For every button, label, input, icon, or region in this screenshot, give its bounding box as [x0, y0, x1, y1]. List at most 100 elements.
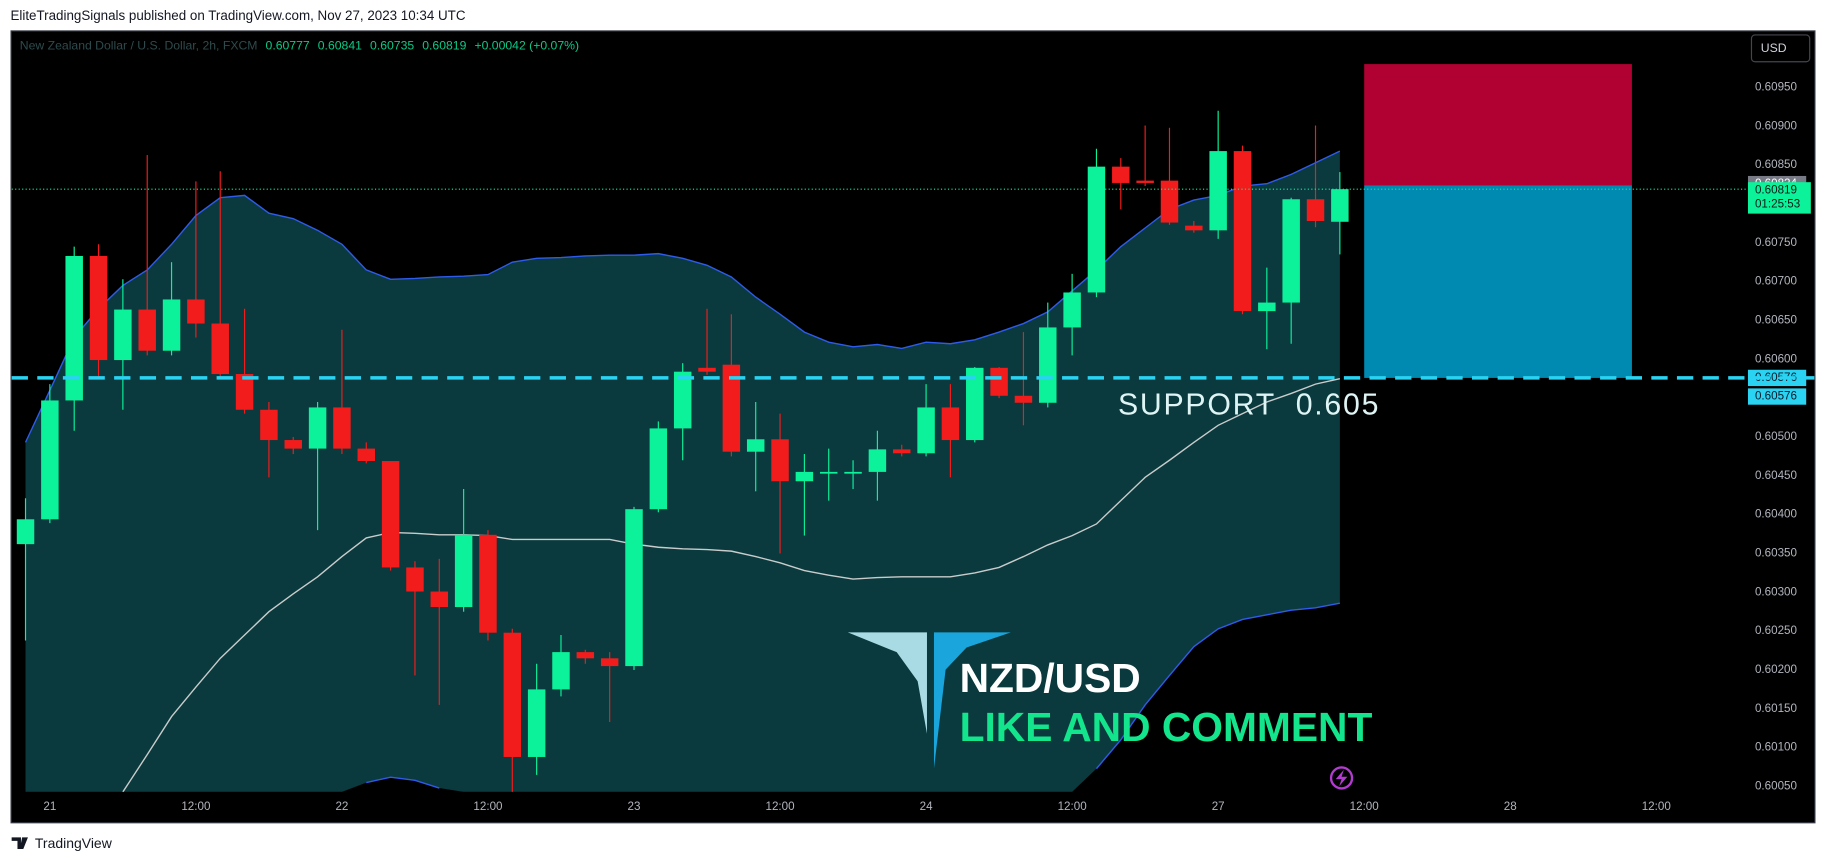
upper-band — [24, 150, 1341, 443]
y-tick-label: 0.60250 — [1755, 624, 1798, 637]
candle-body — [746, 439, 765, 452]
support-annotation: SUPPORT 0.605 — [1118, 388, 1380, 421]
last-price-tag — [1747, 182, 1811, 214]
candle-body — [1112, 166, 1130, 183]
candle-body — [114, 309, 132, 361]
replay-icon[interactable] — [1329, 766, 1354, 790]
candle-body — [649, 428, 668, 510]
lower-band — [366, 602, 1340, 789]
candle-body — [211, 323, 229, 375]
x-tick-label: 21 — [43, 800, 56, 813]
brand-logo — [847, 632, 1011, 769]
publisher-line: EliteTradingSignals published on Trading… — [10, 8, 465, 23]
candle-body — [138, 309, 156, 351]
y-tick-label: 0.60750 — [1755, 236, 1798, 249]
legend-open: 0.60777 — [266, 39, 310, 53]
candle-body — [795, 471, 814, 482]
pair-annotation: NZD/USD — [960, 655, 1141, 701]
candle-body — [1160, 180, 1179, 223]
candle-body — [503, 632, 522, 757]
candle-body — [479, 534, 497, 633]
x-tick-label: 12:00 — [1058, 800, 1088, 813]
y-tick-label: 0.60200 — [1755, 663, 1798, 676]
candle-body — [819, 471, 838, 474]
target-zone — [1364, 185, 1632, 378]
candle-body — [430, 591, 449, 608]
legend: New Zealand Dollar / U.S. Dollar, 2h, FX… — [20, 39, 579, 53]
y-tick-label: 0.60350 — [1755, 547, 1798, 560]
candle-body — [406, 567, 424, 592]
y-tick-label: 0.60850 — [1755, 158, 1798, 171]
candle-body — [673, 371, 692, 429]
legend-change: +0.00042 (+0.07%) — [474, 39, 579, 53]
x-tick-label: 22 — [335, 800, 348, 813]
candle-body — [1087, 166, 1106, 293]
support-tag-label: 0.60576 — [1755, 390, 1797, 403]
candle-body — [722, 364, 741, 452]
x-tick-label: 12:00 — [1642, 800, 1672, 813]
candle-body — [1209, 151, 1227, 231]
candle-body — [381, 461, 400, 568]
candle-body — [41, 400, 59, 520]
candle-body — [990, 367, 1008, 396]
candle-body — [600, 658, 619, 667]
candle-body — [552, 652, 570, 690]
x-tick-label: 12:00 — [181, 800, 211, 813]
icon-bolt — [1335, 769, 1348, 787]
legend-low: 0.60735 — [370, 39, 414, 53]
candle-body — [187, 299, 205, 324]
candle-body — [844, 471, 862, 474]
y-tick-label: 0.60900 — [1755, 119, 1798, 132]
y-tick-label: 0.60450 — [1755, 469, 1798, 482]
candle-body — [454, 534, 473, 608]
support-tag — [1747, 388, 1807, 405]
logo-left — [847, 632, 927, 734]
candle-body — [16, 519, 35, 545]
x-tick-label: 12:00 — [473, 800, 503, 813]
currency-button[interactable]: USD — [1750, 34, 1811, 63]
candle-body — [89, 255, 108, 361]
stop-zone — [1364, 64, 1632, 186]
candle-body — [308, 407, 327, 449]
y-tick-label: 0.60400 — [1755, 508, 1798, 521]
price-axis: 21 12:00 22 12:00 23 12:00 24 12:00 27 12:00 28 12:… — [43, 80, 1811, 813]
icon-ring — [1329, 766, 1354, 790]
y-tick-label: 0.60650 — [1755, 314, 1798, 327]
candle-body — [357, 448, 376, 462]
candle-body — [162, 299, 181, 351]
candle-body — [1063, 292, 1081, 328]
candle-body — [893, 449, 911, 454]
countdown-label: 01:25:53 — [1755, 197, 1800, 210]
candle-body — [917, 407, 935, 454]
legend-high: 0.60841 — [318, 39, 362, 53]
x-tick-label: 24 — [920, 800, 933, 813]
candle-body — [771, 439, 789, 482]
y-tick-label: 0.60700 — [1755, 275, 1798, 288]
basis-line — [122, 378, 1341, 792]
candle-body — [284, 440, 302, 449]
legend-close: 0.60819 — [422, 39, 466, 53]
candle-body — [1258, 302, 1276, 312]
candle-body — [1282, 199, 1300, 303]
candle-body — [527, 689, 546, 757]
candle-body — [333, 407, 351, 449]
candle-body — [1039, 327, 1057, 403]
x-tick-label: 27 — [1212, 800, 1225, 813]
candle-body — [966, 367, 984, 441]
plot-area — [11, 64, 1747, 792]
y-tick-label: 0.60150 — [1755, 702, 1798, 715]
y-tick-label: 0.60100 — [1755, 741, 1798, 754]
button-box — [1750, 34, 1811, 63]
x-tick-label: 12:00 — [1350, 800, 1380, 813]
y-tick-label: 0.60600 — [1755, 352, 1798, 365]
support-tag — [1747, 369, 1807, 387]
y-tick-label: 0.60500 — [1755, 430, 1798, 443]
band-fill — [25, 151, 1340, 792]
support-tag-label: 0.60576 — [1755, 371, 1797, 384]
candle-body — [1185, 225, 1203, 231]
candle-body — [1331, 189, 1349, 222]
logo-right — [933, 632, 1011, 769]
candle-body — [1233, 151, 1252, 312]
candle-body — [941, 407, 960, 441]
